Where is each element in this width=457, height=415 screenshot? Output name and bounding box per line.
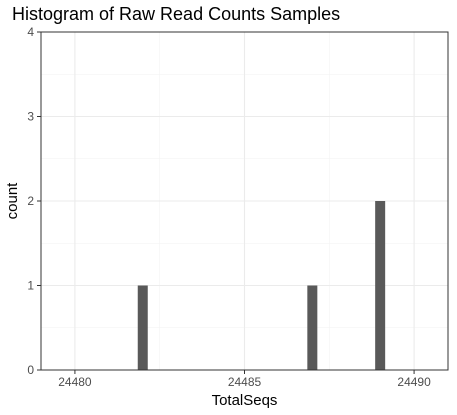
x-tick-label: 24490 xyxy=(397,375,431,389)
x-tick-label: 24480 xyxy=(58,375,92,389)
x-tick-label: 24485 xyxy=(228,375,262,389)
histogram-bar xyxy=(137,285,148,370)
x-axis-ticks: 24480 24485 24490 xyxy=(58,370,431,389)
y-tick-label: 3 xyxy=(27,110,34,124)
bars xyxy=(137,201,386,370)
y-axis-ticks: 0 1 2 3 4 xyxy=(27,25,41,377)
histogram-bar xyxy=(375,201,386,370)
y-tick-label: 4 xyxy=(27,25,34,39)
x-axis-title: TotalSeqs xyxy=(212,392,278,409)
y-tick-label: 0 xyxy=(27,363,34,377)
y-tick-label: 1 xyxy=(27,279,34,293)
y-tick-label: 2 xyxy=(27,194,34,208)
y-axis-title: count xyxy=(4,182,21,220)
histogram-bar xyxy=(307,285,318,370)
chart-title: Histogram of Raw Read Counts Samples xyxy=(12,4,341,24)
